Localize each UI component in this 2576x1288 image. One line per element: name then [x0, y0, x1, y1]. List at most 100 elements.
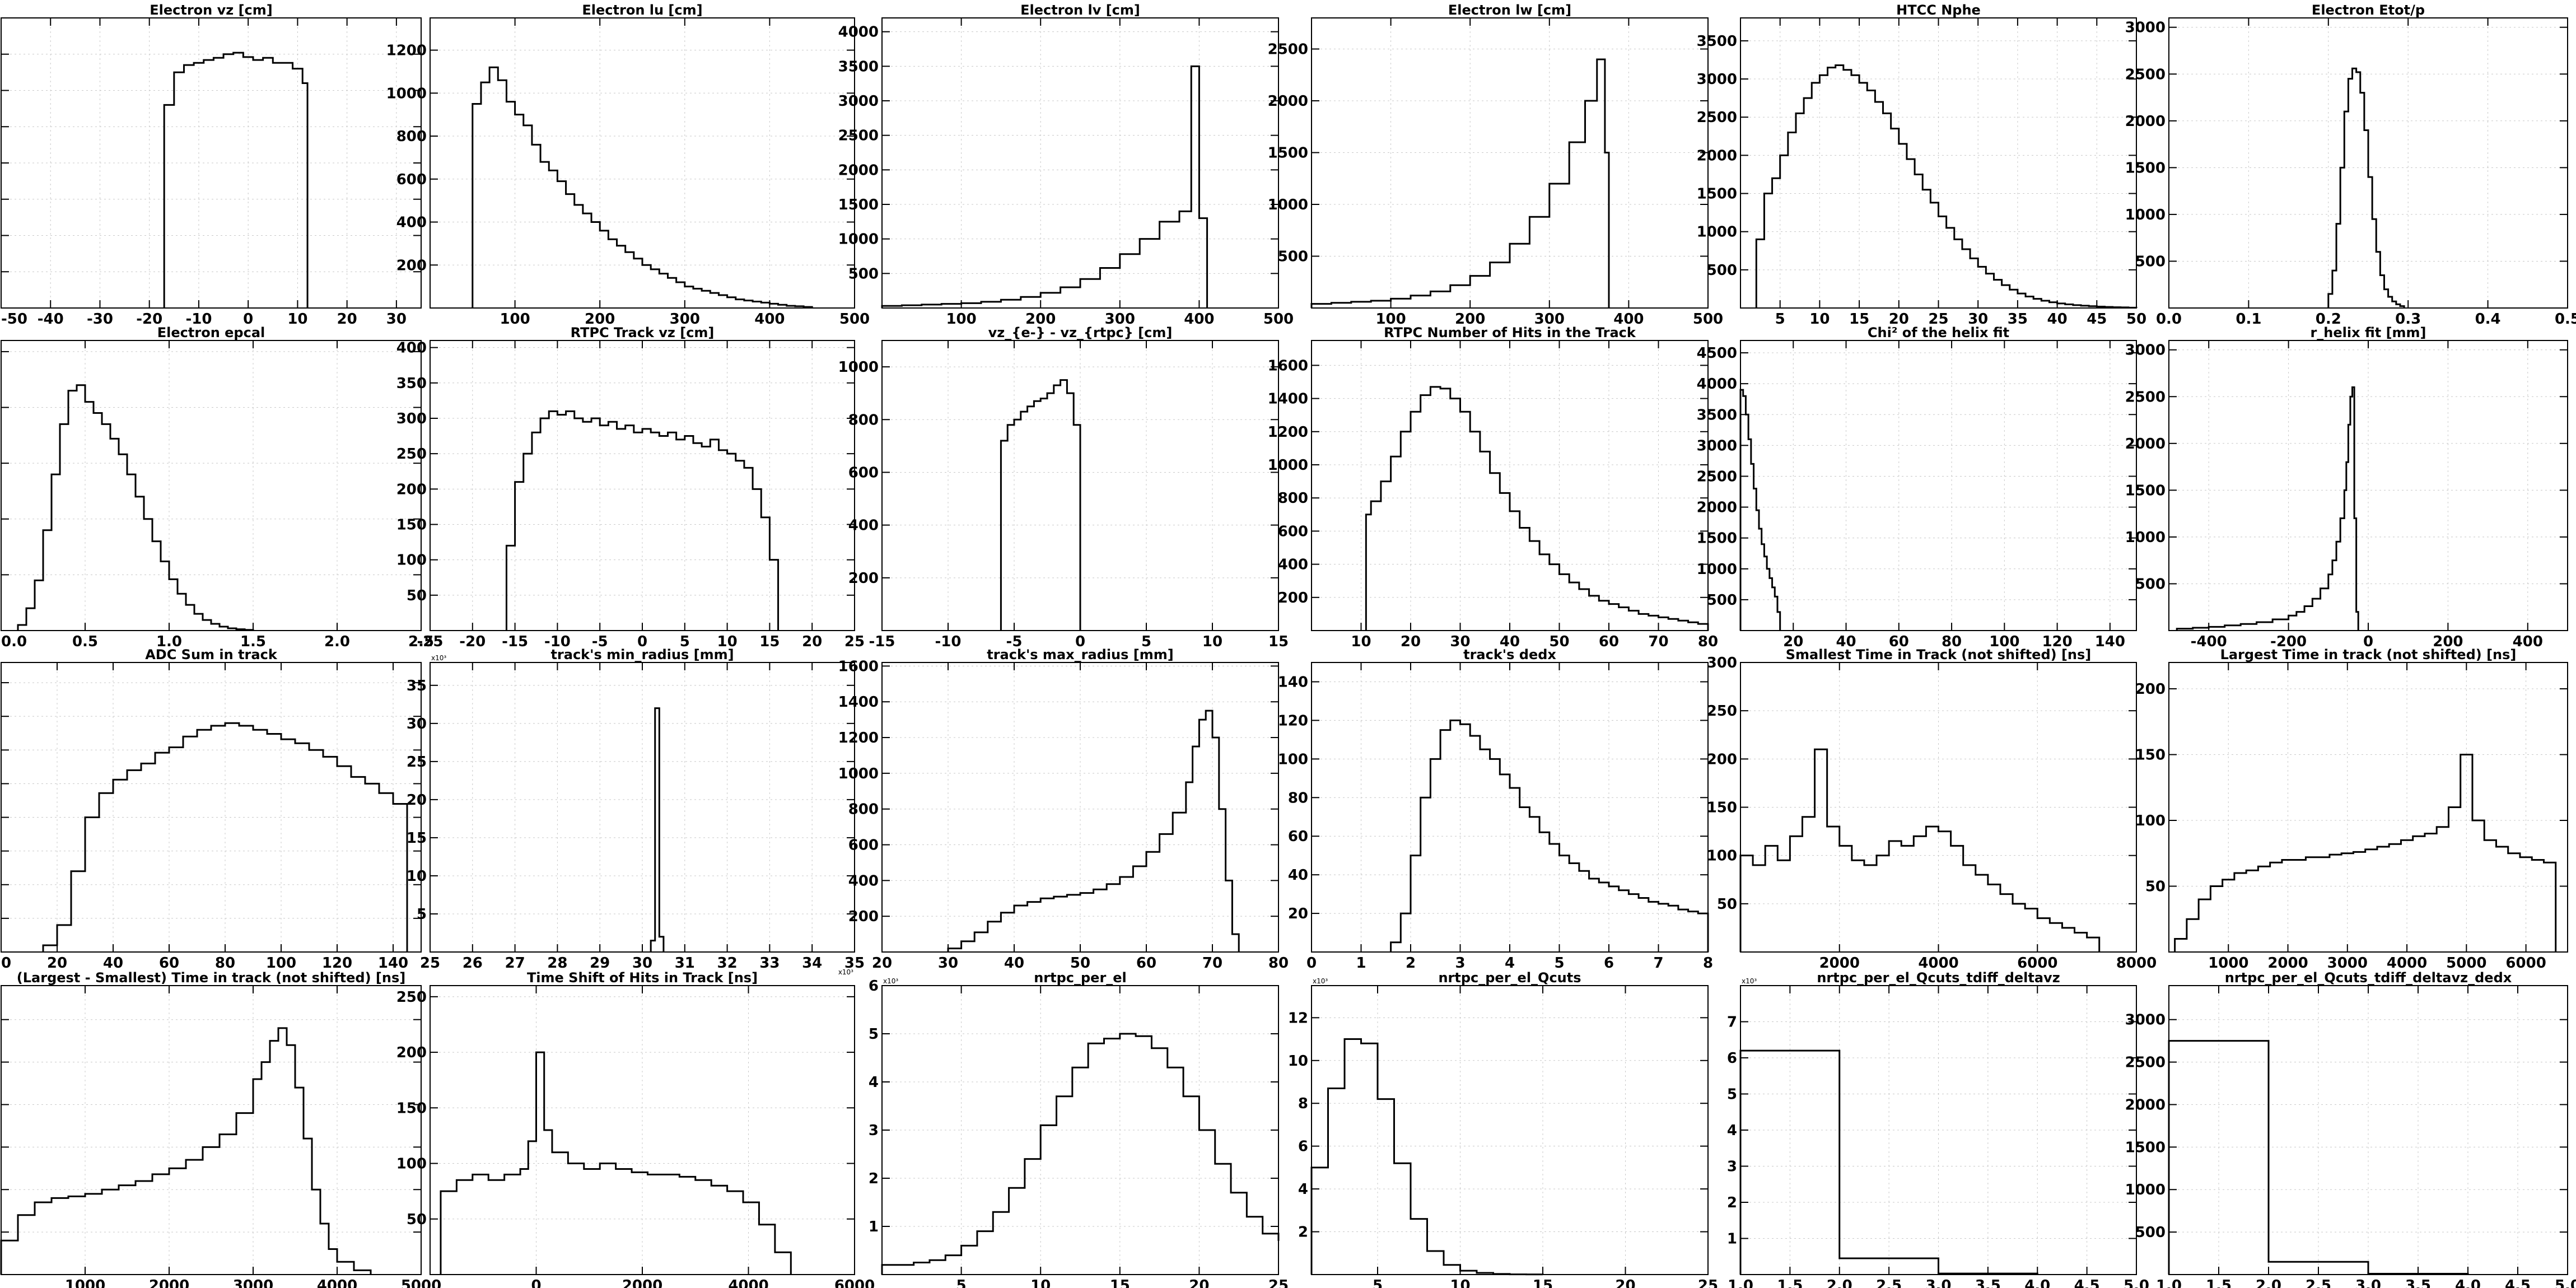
y-tick-label: 80	[1288, 790, 1308, 806]
y-tick-label: 3	[1727, 1159, 1737, 1175]
x-tick-label: 5000	[2446, 955, 2486, 972]
y-exponent-label: x10³	[1742, 977, 1757, 985]
x-tick-label: 15	[1268, 633, 1289, 650]
y-tick-label: 100	[396, 1156, 427, 1173]
x-tick-label: 5000	[401, 1277, 441, 1288]
histogram-panel-6: 0.0 0.1 0.2 0.3 0.4 0.5 500 1000 1500 2000 2500 300…	[2125, 2, 2576, 328]
x-tick-label: 70	[1648, 633, 1668, 650]
y-tick-label: 1000	[838, 359, 879, 376]
x-tick-label: 8	[1703, 955, 1713, 972]
histogram-series	[1365, 386, 1709, 631]
y-tick-label: 1000	[838, 231, 879, 248]
x-tick-label: -200	[2270, 633, 2307, 650]
x-tick-label: 60	[1136, 955, 1156, 972]
x-tick-label: 2.5	[408, 633, 434, 650]
y-tick-label: 3000	[1697, 71, 1737, 88]
histogram-series	[2176, 386, 2359, 631]
x-tick-label: 20	[47, 955, 67, 972]
x-tick-label: 300	[1105, 311, 1135, 328]
x-tick-label: 29	[590, 955, 610, 972]
x-tick-label: 20	[337, 311, 357, 328]
y-tick-label: 1000	[2125, 529, 2166, 546]
x-tick-label: 2	[1406, 955, 1416, 972]
x-tick-label: -30	[87, 311, 113, 328]
x-tick-label: 33	[759, 955, 780, 972]
y-tick-label: 1500	[1697, 530, 1737, 547]
x-tick-label: -20	[459, 633, 486, 650]
y-tick-label: 1000	[386, 85, 427, 102]
x-tick-label: 20	[872, 955, 892, 972]
y-tick-label: 6	[1727, 1050, 1737, 1067]
x-tick-label: 2.0	[2256, 1277, 2281, 1288]
histogram-title: track's min_radius [mm]	[550, 647, 734, 662]
x-tick-label: 32	[717, 955, 738, 972]
histogram-title: vz_{e-} - vz_{rtpc} [cm]	[988, 325, 1173, 340]
y-tick-label: 120	[1278, 712, 1308, 729]
y-tick-label: 500	[2135, 1224, 2166, 1241]
histogram-title: Electron lu [cm]	[582, 2, 702, 18]
histogram-series	[1739, 1049, 2038, 1275]
x-tick-label: 0	[243, 311, 253, 328]
histogram-panel-21: 5 10 15 20 25 1 2 3 4 5 6 x10³ nrtpc_per_el	[869, 970, 1289, 1288]
histogram-title: RTPC Track vz [cm]	[571, 325, 715, 340]
y-tick-label: 2500	[2125, 66, 2166, 83]
histogram-panel-17: 2000 4000 6000 8000 50 100 150 200 250 300 Smalles…	[1707, 647, 2157, 972]
y-tick-label: 2	[1298, 1224, 1308, 1241]
x-tick-label: 300	[670, 311, 700, 328]
x-tick-label: 4.5	[2074, 1277, 2100, 1288]
x-tick-label: 2.0	[324, 633, 350, 650]
x-exponent-label: x10³	[838, 968, 853, 976]
histogram-panel-3: 100 200 300 400 500 500 1000 1500 2000 2500 3000 35…	[838, 2, 1294, 328]
histogram-panel-9: -15 -10 -5 0 5 10 15 200 400 600 800 1000 vz_{e-} - …	[838, 325, 1289, 650]
x-tick-label: 5	[1775, 311, 1785, 328]
histogram-panel-16: 0 1 2 3 4 5 6 7 8 20 40 60 80 100 120 140 track's dedx	[1278, 647, 1713, 972]
y-tick-label: 150	[396, 1100, 427, 1117]
histogram-panel-12: -400 -200 0 200 400 500 1000 1500 2000 2500 3000 r_…	[2125, 325, 2568, 650]
x-tick-label: 5	[1554, 955, 1564, 972]
y-tick-label: 6	[869, 978, 879, 995]
y-tick-label: 300	[1707, 655, 1737, 671]
x-tick-label: -5	[592, 633, 608, 650]
x-tick-label: 1.0	[2156, 1277, 2182, 1288]
x-tick-label: 25	[420, 955, 440, 972]
y-tick-label: 35	[407, 678, 427, 694]
y-tick-label: 2500	[838, 128, 879, 144]
x-tick-label: 0.4	[2475, 311, 2501, 328]
x-tick-label: 0.0	[1, 633, 27, 650]
histogram-panel-14: 25 26 27 28 29 30 31 32 33 34 355101520253035x10³x…	[407, 647, 865, 976]
x-tick-label: -15	[869, 633, 895, 650]
y-tick-label: 4	[1298, 1181, 1308, 1198]
y-tick-label: 2000	[2125, 1096, 2166, 1113]
x-tick-label: 5.0	[2124, 1277, 2149, 1288]
y-exponent-label: x10³	[431, 654, 446, 662]
histogram-panel-15: 20 30 40 50 60 70 80 200 400 600 800 1000 1200 1400 16…	[838, 647, 1289, 972]
y-tick-label: 2500	[2125, 1054, 2166, 1071]
x-tick-label: 4000	[2387, 955, 2427, 972]
histogram-panel-1: -50-40-30-20-100102030500100015002000250…	[1, 2, 422, 328]
x-tick-label: 120	[2042, 633, 2072, 650]
x-tick-label: 3.5	[2405, 1277, 2431, 1288]
x-tick-label: 60	[1599, 633, 1619, 650]
x-tick-label: 20	[1189, 1277, 1209, 1288]
plot-frame	[2168, 662, 2568, 953]
y-tick-label: 4000	[838, 24, 879, 41]
y-tick-label: 8	[1298, 1095, 1308, 1112]
y-tick-label: 400	[848, 517, 879, 534]
x-tick-label: 10	[1351, 633, 1371, 650]
y-tick-label: 2500	[2125, 389, 2166, 405]
y-tick-label: 4	[1727, 1122, 1737, 1139]
x-tick-label: 60	[159, 955, 179, 972]
x-tick-label: 4000	[1918, 955, 1958, 972]
y-tick-label: 3000	[2125, 20, 2166, 36]
x-tick-label: 20	[1615, 1277, 1635, 1288]
y-tick-label: 4	[869, 1074, 879, 1091]
histogram-panel-22: 5 10 15 20 25 2 4 6 8 10 12 x10³ nrtpc_per_el_Qcuts	[1288, 970, 1718, 1288]
y-tick-label: 150	[1707, 800, 1737, 816]
x-tick-label: 5.0	[2555, 1277, 2576, 1288]
y-tick-label: 1500	[2125, 482, 2166, 499]
plot-frame	[1740, 340, 2137, 631]
y-tick-label: 1500	[2125, 1139, 2166, 1156]
x-tick-label: 6	[1604, 955, 1614, 972]
x-tick-label: 500	[1693, 311, 1723, 328]
